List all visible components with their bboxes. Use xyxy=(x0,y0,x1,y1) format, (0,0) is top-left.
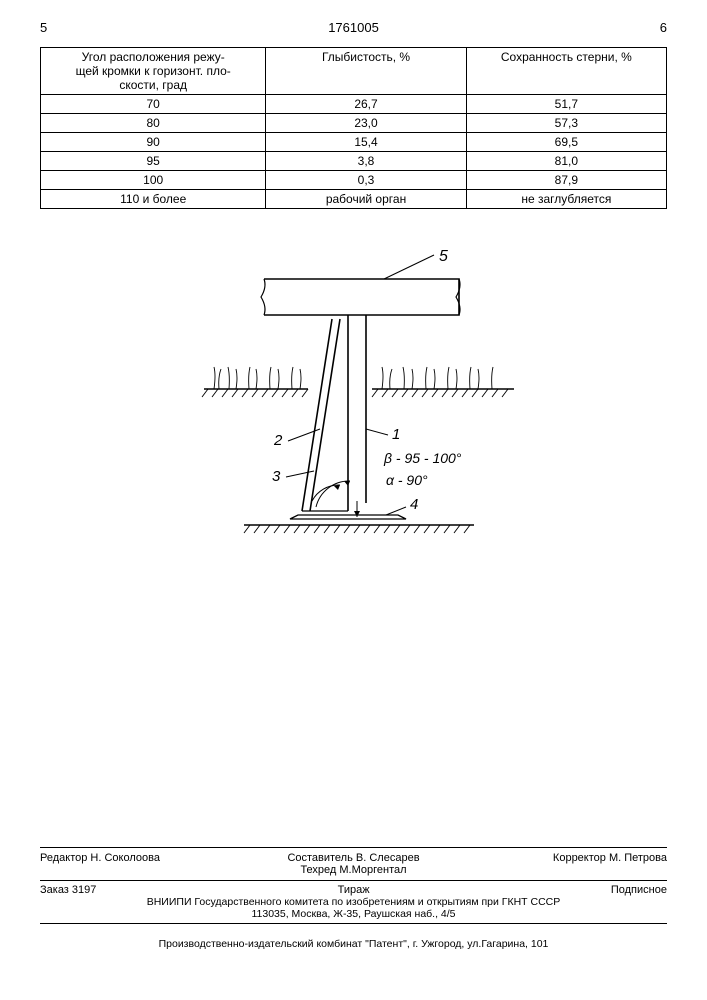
figure-label-3: 3 xyxy=(272,468,281,485)
col-header-angle: Угол расположения режу-щей кромки к гори… xyxy=(41,48,266,95)
table-cell: 110 и более xyxy=(41,190,266,209)
table-cell: 81,0 xyxy=(466,152,666,171)
editor-label: Редактор xyxy=(40,852,87,864)
page-number-right: 6 xyxy=(517,20,667,35)
table-cell: 100 xyxy=(41,171,266,190)
org-addr: 113035, Москва, Ж-35, Раушская наб., 4/5 xyxy=(40,908,667,920)
table-cell: 57,3 xyxy=(466,114,666,133)
table-cell: не заглубляется xyxy=(466,190,666,209)
figure-label-4: 4 xyxy=(410,496,418,513)
table-cell: 26,7 xyxy=(266,95,466,114)
table-row: 1000,387,9 xyxy=(41,171,667,190)
table-cell: 15,4 xyxy=(266,133,466,152)
figure-label-2: 2 xyxy=(273,432,283,449)
compiler-label: Составитель xyxy=(287,852,352,864)
footer-block: Редактор Н. Соколоова Составитель В. Сле… xyxy=(40,847,667,950)
order-block: Заказ 3197 Тираж Подписное ВНИИПИ Госуда… xyxy=(40,880,667,924)
credits-row: Редактор Н. Соколоова Составитель В. Сле… xyxy=(40,847,667,876)
table-cell: рабочий орган xyxy=(266,190,466,209)
techred-label: Техред xyxy=(300,864,336,876)
table-row: 9015,469,5 xyxy=(41,133,667,152)
figure-label-beta: β - 95 - 100° xyxy=(383,450,462,466)
col-header-glubistost: Глыбистость, % xyxy=(266,48,466,95)
table-cell: 23,0 xyxy=(266,114,466,133)
table-cell: 70 xyxy=(41,95,266,114)
table-row: 8023,057,3 xyxy=(41,114,667,133)
figure-label-1: 1 xyxy=(392,426,400,443)
org-name: ВНИИПИ Государственного комитета по изоб… xyxy=(40,896,667,908)
document-number: 1761005 xyxy=(190,20,517,35)
table-cell: 0,3 xyxy=(266,171,466,190)
publisher-line: Производственно-издательский комбинат "П… xyxy=(40,938,667,950)
zakaz-number: 3197 xyxy=(72,884,96,896)
col-header-sohrannost: Сохранность стерни, % xyxy=(466,48,666,95)
table-row: 110 и болеерабочий органне заглубляется xyxy=(41,190,667,209)
data-table: Угол расположения режу-щей кромки к гори… xyxy=(40,47,667,209)
table-cell: 51,7 xyxy=(466,95,666,114)
table-row: 953,881,0 xyxy=(41,152,667,171)
tirazh-label: Тираж xyxy=(338,884,370,896)
page-header: 5 1761005 6 xyxy=(40,20,667,35)
figure-label-alpha: α - 90° xyxy=(386,472,428,488)
editor-name: Н. Соколоова xyxy=(90,852,160,864)
table-cell: 80 xyxy=(41,114,266,133)
compiler-name: В. Слесарев xyxy=(356,852,420,864)
table-cell: 69,5 xyxy=(466,133,666,152)
table-cell: 95 xyxy=(41,152,266,171)
table-cell: 3,8 xyxy=(266,152,466,171)
table-header-row: Угол расположения режу-щей кромки к гори… xyxy=(41,48,667,95)
technical-figure: 5 xyxy=(40,249,667,669)
techred-name: М.Моргентал xyxy=(339,864,406,876)
corrector-label: Корректор xyxy=(553,852,606,864)
table-row: 7026,751,7 xyxy=(41,95,667,114)
table-cell: 87,9 xyxy=(466,171,666,190)
corrector-name: М. Петрова xyxy=(609,852,667,864)
zakaz-label: Заказ xyxy=(40,884,69,896)
page-number-left: 5 xyxy=(40,20,190,35)
sign-label: Подписное xyxy=(611,884,667,896)
figure-label-5: 5 xyxy=(439,249,448,265)
table-cell: 90 xyxy=(41,133,266,152)
